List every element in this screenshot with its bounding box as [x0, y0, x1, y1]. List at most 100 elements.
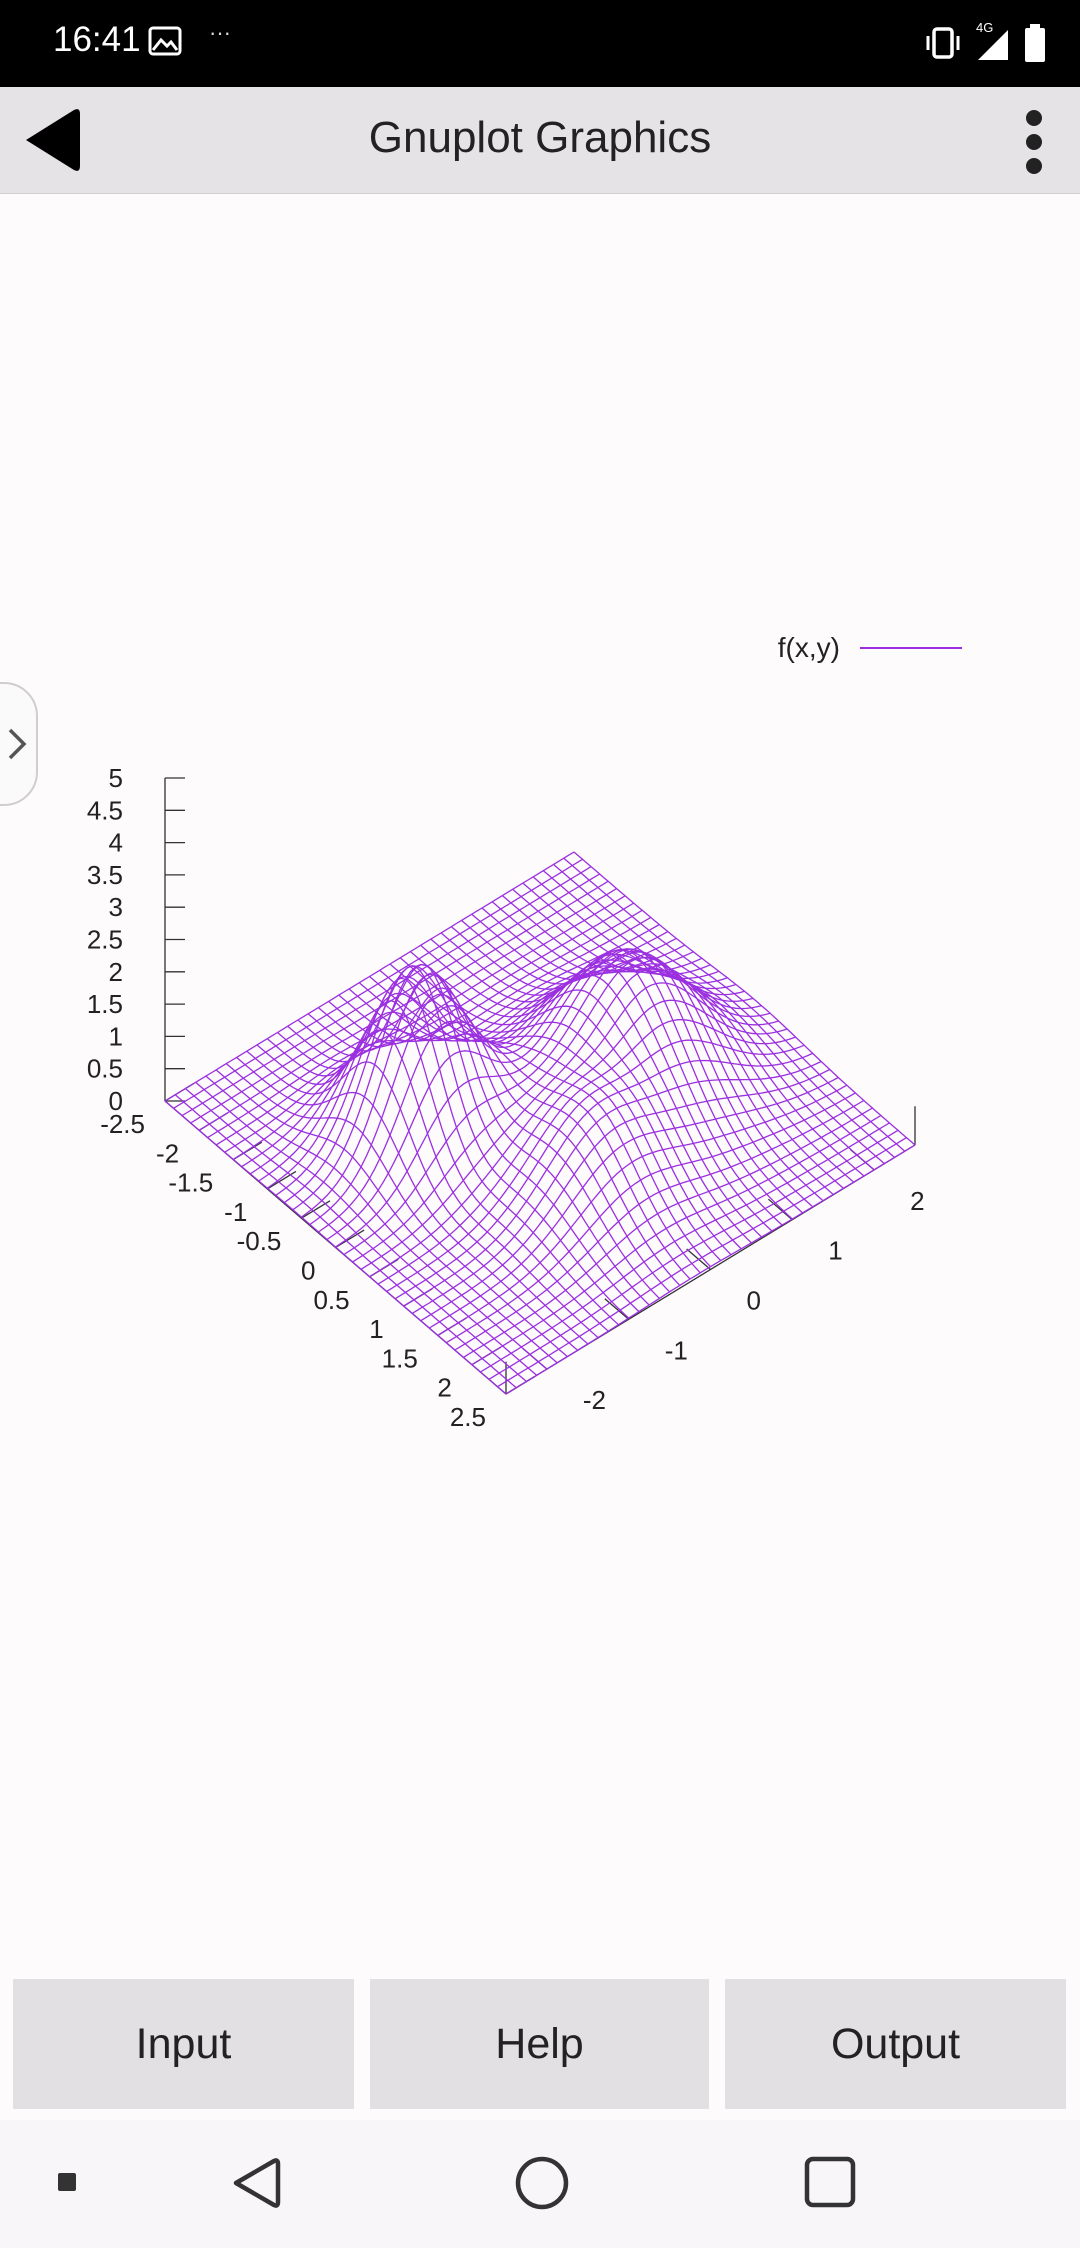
- z-tick-label: 0.5: [87, 1054, 123, 1084]
- gallery-notification-icon: [148, 26, 182, 56]
- y-tick-mark: [768, 1198, 793, 1221]
- y-tick-label: 2: [910, 1186, 924, 1216]
- mesh-line-y: [522, 882, 865, 1177]
- x-tick-label: -2: [156, 1138, 179, 1168]
- plot-axes: [164, 777, 916, 1395]
- mesh-line-y: [338, 994, 681, 1286]
- mesh-line-y: [501, 895, 844, 1189]
- mesh-line-y: [236, 1056, 579, 1351]
- x-tick-label: 2: [437, 1373, 451, 1403]
- legend-label: f(x,y): [778, 632, 840, 663]
- x-tick-label: -1: [224, 1197, 247, 1227]
- x-tick-label: 0: [301, 1256, 315, 1286]
- mesh-line-y: [266, 1000, 609, 1332]
- mesh-line-y: [164, 1100, 507, 1395]
- x-tick-label: -0.5: [237, 1226, 282, 1256]
- help-button[interactable]: Help: [370, 1979, 709, 2109]
- app-title: Gnuplot Graphics: [368, 113, 712, 162]
- mesh-line-y: [184, 1088, 527, 1382]
- x-tick-mark: [266, 1170, 297, 1190]
- x-tick-label: -1.5: [168, 1168, 213, 1198]
- x-tick-label: 0.5: [313, 1285, 349, 1315]
- x-tick-label: 1: [369, 1314, 383, 1344]
- plot-area: f(x,y) 5 4.5 4 3.5 3 2.5 2 1.5 1 0.5 0 -2.5 -2 -1.5 -1…: [0, 193, 1080, 1973]
- z-tick-label: 3.5: [87, 860, 123, 890]
- y-tick-mark: [604, 1298, 630, 1320]
- mesh-line-y: [532, 876, 875, 1171]
- mesh-line-y: [328, 1000, 671, 1293]
- mesh-line-y: [348, 988, 691, 1280]
- status-icons: 4G: [924, 20, 1046, 66]
- mesh-line-x: [377, 999, 788, 1285]
- z-tick-label: 3: [109, 892, 123, 922]
- mesh-line-y: [277, 977, 619, 1326]
- y-tick-label: -2: [583, 1385, 606, 1415]
- back-arrow-icon: [26, 109, 80, 171]
- z-tick-label: 5: [109, 763, 123, 793]
- mesh-line-y: [553, 863, 895, 1158]
- mesh-line-y: [287, 965, 630, 1319]
- z-tick-label: 1: [109, 1021, 123, 1051]
- legend: f(x,y): [778, 632, 962, 663]
- mesh-line-y: [307, 972, 650, 1306]
- navigation-bar: [0, 2120, 1080, 2248]
- nav-home-icon[interactable]: [514, 2155, 570, 2211]
- tick-labels: 54.543.532.521.510.50-2.5-2-1.5-1-0.500.…: [87, 763, 925, 1432]
- more-vert-icon: [1026, 110, 1042, 174]
- z-tick-label: 4: [109, 828, 123, 858]
- nav-recents-icon[interactable]: [803, 2155, 857, 2209]
- app-bar: Gnuplot Graphics: [0, 87, 1080, 194]
- mesh-line-y: [297, 963, 640, 1313]
- x-tick-label: 2.5: [450, 1402, 486, 1432]
- mesh-line-y: [215, 1069, 558, 1364]
- mesh-line-y: [225, 1063, 568, 1358]
- mesh-line-y: [205, 1075, 548, 1370]
- z-tick-label: 2: [109, 957, 123, 987]
- z-tick-label: 2.5: [87, 925, 123, 955]
- nav-dot-icon: [58, 2173, 76, 2191]
- mesh-line-y: [317, 987, 660, 1299]
- mesh-line-y: [399, 957, 742, 1250]
- z-tick-label: 4.5: [87, 795, 123, 825]
- mesh-line-y: [246, 1050, 589, 1345]
- mesh-line-y: [563, 857, 906, 1152]
- x-tick-label: 1.5: [382, 1343, 418, 1373]
- chevron-right-icon: [8, 728, 27, 760]
- mesh-line-y: [174, 1094, 517, 1389]
- mesh-line-y: [358, 982, 701, 1274]
- z-tick-label: 1.5: [87, 989, 123, 1019]
- mesh-line-y: [440, 932, 783, 1226]
- mesh-line-y: [379, 969, 722, 1262]
- mesh-line-y: [430, 938, 773, 1232]
- mesh-line-x: [292, 957, 703, 1211]
- network-type: 4G: [976, 20, 994, 35]
- mesh-line-y: [256, 1029, 599, 1339]
- mesh-line-y: [369, 976, 711, 1268]
- back-button[interactable]: [18, 107, 86, 173]
- surface-mesh: [164, 851, 916, 1395]
- surface-plot: f(x,y) 54.543.532.521.510.50-2.5-2-1.5-1…: [87, 632, 962, 1432]
- overflow-menu-button[interactable]: [1016, 109, 1052, 175]
- y-tick-label: 1: [828, 1236, 842, 1266]
- battery-icon: [1025, 24, 1045, 62]
- mesh-line-y: [573, 851, 916, 1146]
- mesh-line-y: [461, 919, 803, 1214]
- vibrate-icon: [926, 27, 960, 59]
- status-bar: 16:41 ··· 4G: [0, 0, 1080, 87]
- mesh-line-y: [195, 1081, 538, 1376]
- status-time: 16:41: [53, 20, 141, 59]
- output-button[interactable]: Output: [725, 1979, 1066, 2109]
- z-tick-label: 0: [109, 1086, 123, 1116]
- mesh-line-y: [389, 963, 732, 1256]
- input-button[interactable]: Input: [13, 1979, 354, 2109]
- y-tick-label: 0: [747, 1286, 761, 1316]
- drawer-handle[interactable]: [0, 682, 38, 806]
- mesh-line-y: [409, 951, 752, 1244]
- nav-back-icon[interactable]: [228, 2156, 282, 2210]
- x-tick-label: -2.5: [100, 1109, 145, 1139]
- y-tick-label: -1: [665, 1335, 688, 1365]
- cellular-signal-icon: 4G: [976, 20, 1010, 62]
- mesh-line-y: [542, 870, 885, 1165]
- mesh-line-x: [403, 1052, 813, 1307]
- status-overflow: ···: [209, 20, 231, 45]
